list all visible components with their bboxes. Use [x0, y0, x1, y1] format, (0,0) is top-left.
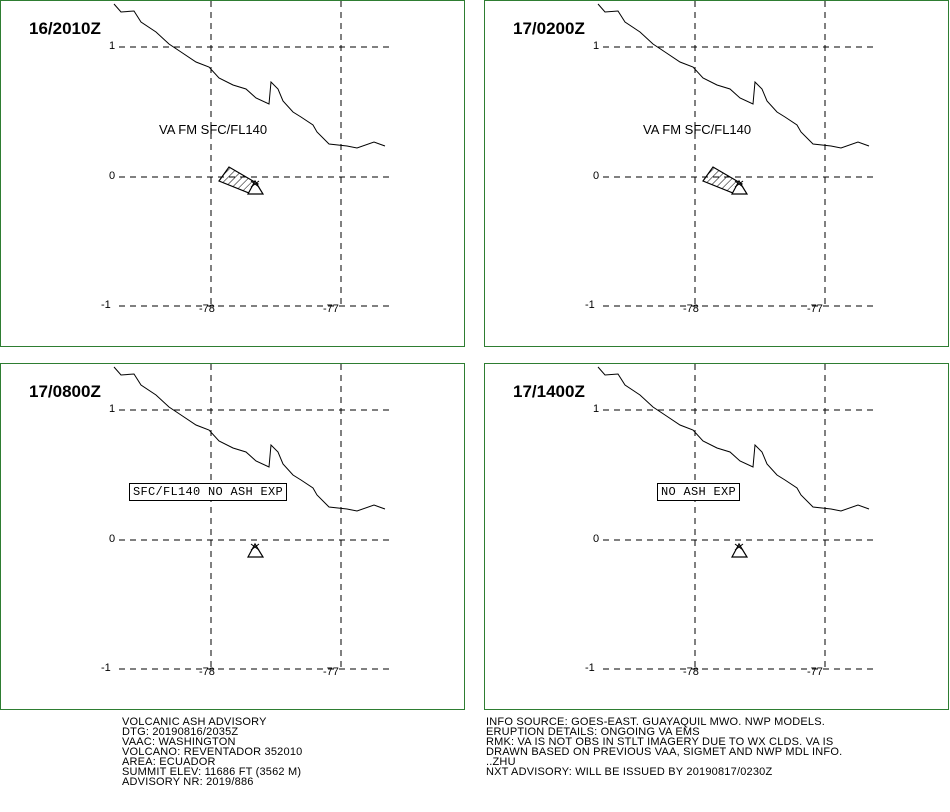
latitude-label: 1	[109, 403, 116, 415]
map-canvas	[597, 1, 873, 307]
advisory-line: AREA: ECUADOR	[122, 756, 216, 768]
longitude-label: -78	[683, 666, 699, 678]
panel-time-label: 17/1400Z	[513, 382, 585, 401]
latitude-label: -1	[585, 662, 595, 674]
longitude-label: -78	[683, 303, 699, 315]
map-panel-2: 17/0200Z 1 0 -1 -78 -77 VA FM SFC/FL140	[484, 0, 949, 347]
latitude-label: 0	[593, 533, 600, 545]
advisory-header: VOLCANIC ASH ADVISORY DTG: 20190816/2035…	[122, 716, 303, 788]
map-panel-1: 16/2010Z 1 0 -1 -78 -77 VA FM SFC/FL140	[0, 0, 465, 347]
coastline	[597, 366, 870, 512]
longitude-label: -77	[323, 303, 339, 315]
info-line: ERUPTION DETAILS: ONGOING VA EMS	[486, 726, 700, 738]
latitude-label: 0	[109, 170, 116, 182]
volcano-triangle-icon	[730, 542, 749, 558]
info-line: INFO SOURCE: GOES-EAST. GUAYAQUIL MWO. N…	[486, 716, 826, 728]
coastline	[113, 3, 386, 149]
info-line: ..ZHU	[486, 756, 516, 768]
latitude-label: -1	[101, 662, 111, 674]
advisory-line: VOLCANIC ASH ADVISORY	[122, 716, 267, 728]
latitude-label: 1	[109, 40, 116, 52]
coastline	[597, 3, 870, 149]
advisory-line: VOLCANO: REVENTADOR 352010	[122, 746, 303, 758]
panel-time-label: 17/0800Z	[29, 382, 101, 401]
no-ash-forecast-label: NO ASH EXP	[657, 483, 741, 501]
ash-layer-label: VA FM SFC/FL140	[643, 122, 752, 137]
map-panel-3: 17/0800Z 1 0 -1 -78 -77 SFC/FL140 NO ASH EXP	[0, 363, 465, 710]
panel-time-label: 17/0200Z	[513, 19, 585, 38]
advisory-line: ADVISORY NR: 2019/886	[122, 776, 254, 788]
info-line: NXT ADVISORY: WILL BE ISSUED BY 20190817…	[486, 766, 773, 778]
panel-time-label: 16/2010Z	[29, 19, 101, 38]
advisory-line: SUMMIT ELEV: 11686 FT (3562 M)	[122, 766, 302, 778]
map-canvas	[113, 1, 389, 307]
ash-cloud-polygon	[218, 166, 259, 194]
no-ash-forecast-label: SFC/FL140 NO ASH EXP	[129, 483, 288, 501]
ash-cloud-polygon	[702, 166, 743, 194]
advisory-info: INFO SOURCE: GOES-EAST. GUAYAQUIL MWO. N…	[486, 716, 843, 778]
latitude-label: 1	[593, 40, 600, 52]
advisory-line: VAAC: WASHINGTON	[122, 736, 236, 748]
volcano-triangle-icon	[246, 542, 265, 558]
longitude-label: -77	[323, 666, 339, 678]
latitude-label: -1	[585, 299, 595, 311]
latitude-label: 0	[109, 533, 116, 545]
volcano-triangle-icon	[246, 179, 265, 195]
info-line: DRAWN BASED ON PREVIOUS VAA, SIGMET AND …	[486, 746, 843, 758]
map-panel-4: 17/1400Z 1 0 -1 -78 -77 NO ASH EXP	[484, 363, 949, 710]
longitude-label: -77	[807, 666, 823, 678]
map-canvas	[597, 364, 873, 670]
info-line: RMK: VA IS NOT OBS IN STLT IMAGERY DUE T…	[486, 736, 834, 748]
map-canvas	[113, 364, 389, 670]
advisory-line: DTG: 20190816/2035Z	[122, 726, 239, 738]
ash-layer-label: VA FM SFC/FL140	[159, 122, 268, 137]
latitude-label: 0	[593, 170, 600, 182]
longitude-label: -78	[199, 303, 215, 315]
coastline	[113, 366, 386, 512]
latitude-label: 1	[593, 403, 600, 415]
latitude-label: -1	[101, 299, 111, 311]
longitude-label: -77	[807, 303, 823, 315]
longitude-label: -78	[199, 666, 215, 678]
volcano-triangle-icon	[730, 179, 749, 195]
